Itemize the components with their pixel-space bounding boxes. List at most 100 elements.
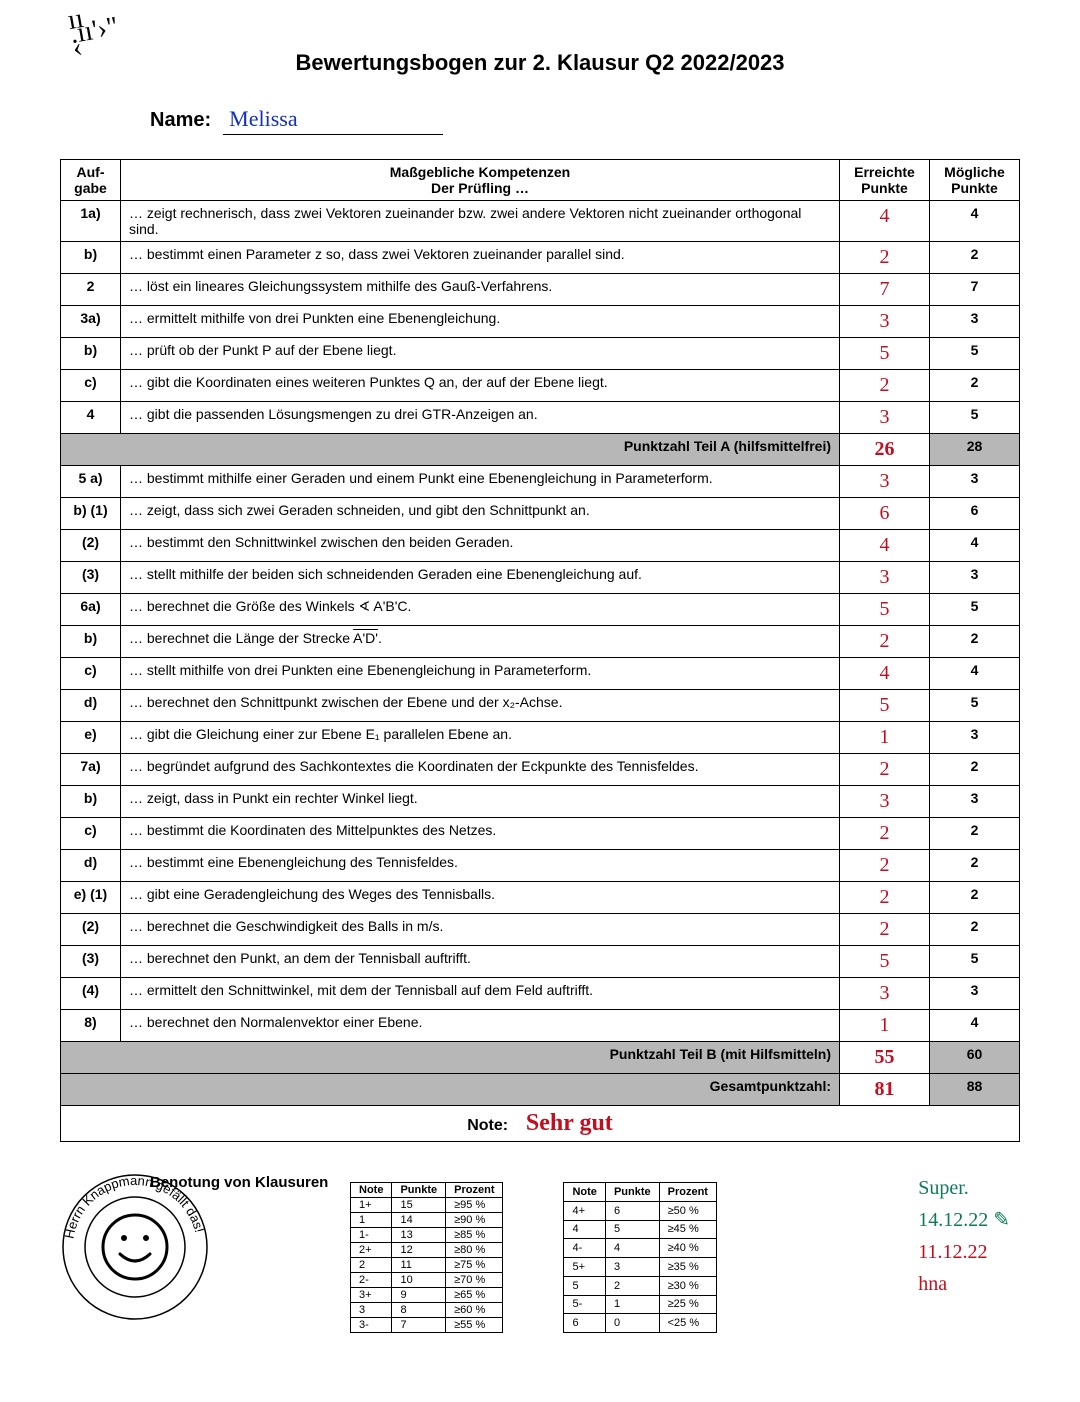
cell-kompetenz: … gibt die passenden Lösungsmengen zu dr… — [121, 402, 840, 434]
cell-moegliche: 4 — [930, 201, 1020, 242]
cell-moegliche: 5 — [930, 594, 1020, 626]
grades-cell: 11 — [392, 1258, 446, 1273]
cell-task: 4 — [61, 402, 121, 434]
grades-cell: 5- — [564, 1295, 605, 1314]
grades-row: 3+9≥65 % — [351, 1288, 503, 1303]
side-notes: Super. 14.12.22 ✎ 11.12.22 hna — [918, 1172, 1010, 1300]
cell-kompetenz: … berechnet den Normalenvektor einer Ebe… — [121, 1010, 840, 1042]
table-row: 6a)… berechnet die Größe des Winkels ∢ A… — [61, 594, 1020, 626]
cell-moegliche: 3 — [930, 722, 1020, 754]
table-row: b)… bestimmt einen Parameter z so, dass … — [61, 242, 1020, 274]
subtotal-a-err: 26 — [840, 434, 930, 466]
cell-kompetenz: … bestimmt den Schnittwinkel zwischen de… — [121, 530, 840, 562]
grades-cell: 5 — [564, 1276, 605, 1295]
table-row: c)… bestimmt die Koordinaten des Mittelp… — [61, 818, 1020, 850]
note-value: Sehr gut — [526, 1110, 613, 1136]
cell-erreichte: 4 — [840, 201, 930, 242]
grades-row: 2+12≥80 % — [351, 1243, 503, 1258]
tbody-part-a: 1a)… zeigt rechnerisch, dass zwei Vektor… — [61, 201, 1020, 434]
grades-row: 1-13≥85 % — [351, 1228, 503, 1243]
cell-moegliche: 2 — [930, 754, 1020, 786]
cell-erreichte: 2 — [840, 626, 930, 658]
cell-task: 7a) — [61, 754, 121, 786]
cell-moegliche: 2 — [930, 914, 1020, 946]
footer: Herrn Knappmann gefällt das! Benotung vo… — [60, 1152, 1020, 1372]
cell-moegliche: 3 — [930, 978, 1020, 1010]
th-erreichte: ErreichtePunkte — [840, 160, 930, 201]
cell-erreichte: 2 — [840, 370, 930, 402]
subtotal-a-body: Punktzahl Teil A (hilfsmittelfrei) 26 28 — [61, 434, 1020, 466]
cell-task: d) — [61, 690, 121, 722]
grades-cell: ≥35 % — [659, 1258, 716, 1277]
subtotal-a-label: Punktzahl Teil A (hilfsmittelfrei) — [61, 434, 840, 466]
cell-erreichte: 2 — [840, 818, 930, 850]
table-row: e)… gibt die Gleichung einer zur Ebene E… — [61, 722, 1020, 754]
grades-th: Prozent — [446, 1183, 503, 1198]
page-root: ıı.ıı'›"‹ Bewertungsbogen zur 2. Klausur… — [0, 0, 1080, 1402]
grades-row: 3-7≥55 % — [351, 1318, 503, 1333]
cell-kompetenz: … bestimmt mithilfe einer Geraden und ei… — [121, 466, 840, 498]
th-task: Auf-gabe — [61, 160, 121, 201]
cell-moegliche: 5 — [930, 946, 1020, 978]
table-row: 3a)… ermittelt mithilfe von drei Punkten… — [61, 306, 1020, 338]
cell-task: 2 — [61, 274, 121, 306]
grades-cell: ≥25 % — [659, 1295, 716, 1314]
cell-moegliche: 2 — [930, 850, 1020, 882]
table-row: 1a)… zeigt rechnerisch, dass zwei Vektor… — [61, 201, 1020, 242]
cell-erreichte: 2 — [840, 242, 930, 274]
table-row: d)… berechnet den Schnittpunkt zwischen … — [61, 690, 1020, 722]
table-row: e) (1)… gibt eine Geradengleichung des W… — [61, 882, 1020, 914]
cell-task: b) — [61, 242, 121, 274]
th-komp-top: Maßgebliche Kompetenzen — [390, 164, 570, 180]
grades-row: 5+3≥35 % — [564, 1258, 716, 1277]
grades-cell: ≥65 % — [446, 1288, 503, 1303]
cell-moegliche: 6 — [930, 498, 1020, 530]
grades-cell: 5 — [605, 1220, 659, 1239]
name-label: Name: — [150, 109, 211, 132]
total-row: Gesamtpunktzahl: 81 88 — [61, 1074, 1020, 1106]
grades-th: Note — [351, 1183, 392, 1198]
table-row: 2… löst ein lineares Gleichungssystem mi… — [61, 274, 1020, 306]
cell-erreichte: 5 — [840, 690, 930, 722]
grades-cell: 2+ — [351, 1243, 392, 1258]
cell-task: (4) — [61, 978, 121, 1010]
grades-cell: 3 — [605, 1258, 659, 1277]
cell-task: 5 a) — [61, 466, 121, 498]
cell-moegliche: 3 — [930, 562, 1020, 594]
cell-kompetenz: … stellt mithilfe von drei Punkten eine … — [121, 658, 840, 690]
cell-kompetenz: … bestimmt eine Ebenengleichung des Tenn… — [121, 850, 840, 882]
name-row: Name: Melissa — [150, 106, 1020, 135]
cell-moegliche: 2 — [930, 882, 1020, 914]
th-komp: Maßgebliche Kompetenzen Der Prüfling … — [121, 160, 840, 201]
cell-moegliche: 5 — [930, 402, 1020, 434]
grades-cell: 0 — [605, 1314, 659, 1333]
cell-task: c) — [61, 818, 121, 850]
grades-cell: 1- — [351, 1228, 392, 1243]
grades-cell: 8 — [392, 1303, 446, 1318]
grades-row: 114≥90 % — [351, 1213, 503, 1228]
side-sig: hna — [918, 1268, 1010, 1300]
table-row: (2)… berechnet die Geschwindigkeit des B… — [61, 914, 1020, 946]
cell-kompetenz: … ermittelt den Schnittwinkel, mit dem d… — [121, 978, 840, 1010]
side-date2: 11.12.22 — [918, 1236, 1010, 1268]
cell-erreichte: 3 — [840, 562, 930, 594]
table-row: (2)… bestimmt den Schnittwinkel zwischen… — [61, 530, 1020, 562]
grades-cell: 4 — [605, 1239, 659, 1258]
table-row: (3)… stellt mithilfe der beiden sich sch… — [61, 562, 1020, 594]
grades-row: 45≥45 % — [564, 1220, 716, 1239]
cell-kompetenz: … berechnet die Länge der Strecke A'D'. — [121, 626, 840, 658]
cell-kompetenz: … bestimmt einen Parameter z so, dass zw… — [121, 242, 840, 274]
grades-cell: 7 — [392, 1318, 446, 1333]
cell-kompetenz: … stellt mithilfe der beiden sich schnei… — [121, 562, 840, 594]
grades-cell: ≥75 % — [446, 1258, 503, 1273]
cell-kompetenz: … bestimmt die Koordinaten des Mittelpun… — [121, 818, 840, 850]
th-komp-sub: Der Prüfling … — [431, 180, 529, 196]
grades-table-right: NotePunkteProzent4+6≥50 %45≥45 %4-4≥40 %… — [563, 1182, 716, 1333]
cell-task: e) — [61, 722, 121, 754]
grades-cell: 4- — [564, 1239, 605, 1258]
grades-cell: 2 — [351, 1258, 392, 1273]
cell-moegliche: 2 — [930, 370, 1020, 402]
cell-kompetenz: … zeigt, dass in Punkt ein rechter Winke… — [121, 786, 840, 818]
grades-row: 1+15≥95 % — [351, 1198, 503, 1213]
grades-th: Punkte — [392, 1183, 446, 1198]
